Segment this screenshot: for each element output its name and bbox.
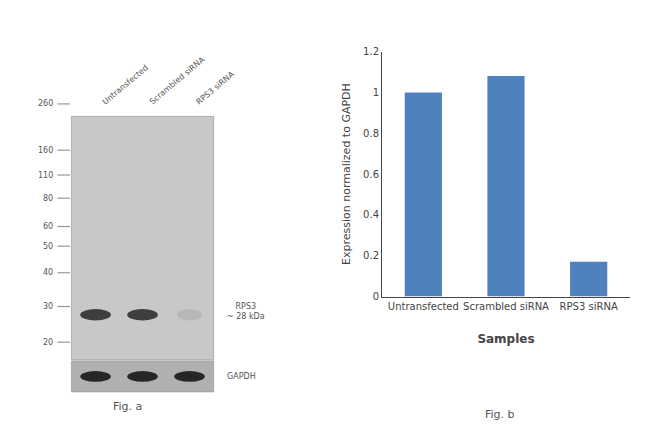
- svg-text:40: 40: [43, 268, 53, 277]
- svg-text:RPS3 siRNA: RPS3 siRNA: [560, 301, 618, 312]
- svg-text:80: 80: [43, 194, 53, 203]
- svg-text:Expression normalized to GAPDH: Expression normalized to GAPDH: [340, 83, 353, 265]
- svg-text:1.2: 1.2: [363, 46, 379, 57]
- svg-text:60: 60: [43, 222, 53, 231]
- svg-text:GAPDH: GAPDH: [227, 372, 256, 381]
- svg-text:0.8: 0.8: [363, 128, 379, 139]
- svg-text:Untransfected: Untransfected: [101, 63, 150, 106]
- svg-text:260: 260: [38, 99, 53, 108]
- svg-text:Untransfected: Untransfected: [388, 301, 459, 312]
- svg-text:RPS3 siRNA: RPS3 siRNA: [194, 69, 236, 106]
- svg-text:Fig. b: Fig. b: [485, 408, 515, 421]
- svg-text:Samples: Samples: [477, 332, 534, 346]
- svg-text:Fig. a: Fig. a: [113, 400, 142, 413]
- svg-text:RPS3~ 28 kDa: RPS3~ 28 kDa: [227, 302, 265, 321]
- svg-text:0.6: 0.6: [363, 169, 379, 180]
- svg-text:0.4: 0.4: [363, 209, 379, 220]
- svg-text:1: 1: [373, 87, 379, 98]
- svg-text:20: 20: [43, 338, 53, 347]
- svg-text:0.2: 0.2: [363, 250, 379, 261]
- svg-text:160: 160: [38, 146, 53, 155]
- svg-text:50: 50: [43, 242, 53, 251]
- svg-text:Scrambled siRNA: Scrambled siRNA: [148, 55, 207, 106]
- svg-text:0: 0: [373, 291, 379, 302]
- svg-text:110: 110: [38, 171, 53, 180]
- svg-text:30: 30: [43, 302, 53, 311]
- svg-text:Scrambled siRNA: Scrambled siRNA: [463, 301, 549, 312]
